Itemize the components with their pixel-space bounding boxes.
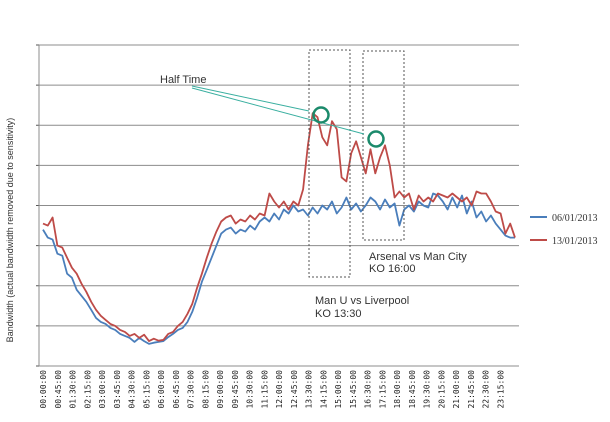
x-tick-label: 06:45:00 xyxy=(172,370,181,409)
series-lines xyxy=(42,112,516,345)
x-tick-label: 23:15:00 xyxy=(496,370,505,409)
annotation-half-time: Half Time xyxy=(160,74,206,86)
x-tick-label: 13:30:00 xyxy=(305,370,314,409)
x-tick-label: 11:15:00 xyxy=(260,370,269,409)
x-tick-label: 06:00:00 xyxy=(157,370,166,409)
x-tick-label: 03:45:00 xyxy=(113,370,122,409)
series-line-1 xyxy=(42,192,515,345)
x-tick-label: 14:15:00 xyxy=(319,370,328,409)
y-axis-label: Bandwidth (actual bandwidth removed due … xyxy=(5,118,15,343)
annotation-game2-ko: KO 16:00 xyxy=(369,263,415,275)
x-tick-label: 03:00:00 xyxy=(98,370,107,409)
half-time-arrow-1 xyxy=(191,85,310,112)
x-tick-label: 02:15:00 xyxy=(83,370,92,409)
annotation-game1-teams: Man U vs Liverpool xyxy=(315,295,409,307)
match-window-2 xyxy=(362,50,405,241)
x-tick-label: 05:15:00 xyxy=(142,370,151,409)
annotation-game2-teams: Arsenal vs Man City xyxy=(369,251,467,263)
half-time-arrow-2 xyxy=(191,87,365,135)
x-tick-label: 17:15:00 xyxy=(378,370,387,409)
x-tick-label: 16:30:00 xyxy=(364,370,373,409)
x-axis-tick-labels: 00:00:00 00:45:00 01:30:00 02:15:00 03:00:00… xyxy=(39,370,505,409)
x-tick-label: 01:30:00 xyxy=(69,370,78,409)
legend: 06/01/2013 13/01/2013 xyxy=(530,213,598,247)
x-tick-label: 00:00:00 xyxy=(39,370,48,409)
legend-label-series-1: 06/01/2013 xyxy=(552,213,598,224)
x-tick-label: 09:45:00 xyxy=(231,370,240,409)
x-tick-label: 04:30:00 xyxy=(128,370,137,409)
x-tick-label: 15:45:00 xyxy=(349,370,358,409)
x-tick-label: 19:30:00 xyxy=(423,370,432,409)
x-tick-label: 20:15:00 xyxy=(437,370,446,409)
x-tick-label: 18:45:00 xyxy=(408,370,417,409)
legend-label-series-2: 13/01/2013 xyxy=(552,236,598,247)
x-tick-label: 12:45:00 xyxy=(290,370,299,409)
x-tick-label: 12:00:00 xyxy=(275,370,284,409)
x-tick-label: 07:30:00 xyxy=(187,370,196,409)
half-time-marker-2 xyxy=(367,130,385,148)
match-window-1 xyxy=(308,49,351,278)
x-tick-label: 22:30:00 xyxy=(482,370,491,409)
x-tick-label: 10:30:00 xyxy=(246,370,255,409)
gridlines xyxy=(36,44,519,367)
x-tick-label: 21:00:00 xyxy=(452,370,461,409)
x-tick-label: 08:15:00 xyxy=(201,370,210,409)
x-tick-label: 15:00:00 xyxy=(334,370,343,409)
x-tick-label: 09:00:00 xyxy=(216,370,225,409)
series-line-2 xyxy=(42,112,516,343)
x-tick-label: 00:45:00 xyxy=(54,370,63,409)
half-time-marker-1 xyxy=(312,106,330,124)
x-tick-label: 18:00:00 xyxy=(393,370,402,409)
annotation-game1-ko: KO 13:30 xyxy=(315,308,361,320)
x-tick-label: 21:45:00 xyxy=(467,370,476,409)
